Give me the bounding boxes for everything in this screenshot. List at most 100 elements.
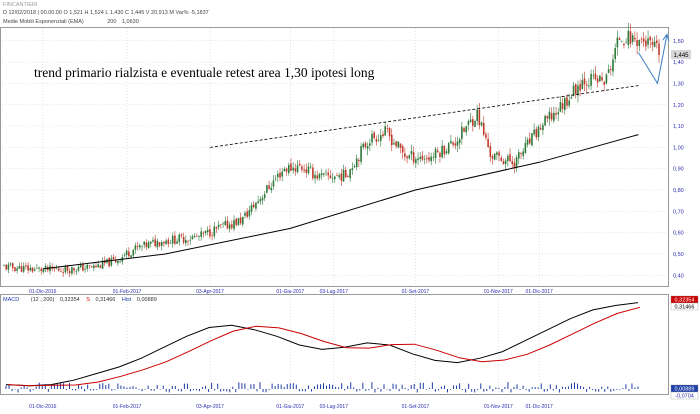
candle-body (79, 264, 82, 268)
candle-body (305, 169, 308, 173)
candle-body (331, 178, 334, 180)
candle-body (574, 84, 577, 95)
candle-body (463, 128, 465, 132)
candle-body (38, 267, 40, 269)
candle-body (371, 133, 373, 143)
price-tick-label: 0,40 (673, 273, 684, 279)
candle-body (447, 143, 450, 154)
candle-body (614, 48, 616, 59)
candle-body (629, 31, 632, 44)
candle-body (20, 266, 23, 272)
current-price-tag: 1,445 (671, 50, 691, 59)
candle-body (75, 271, 78, 273)
candle-body (329, 175, 332, 179)
candle-body (423, 159, 426, 160)
candle-body (515, 157, 518, 168)
candle-body (533, 129, 535, 135)
candle-body (5, 264, 7, 270)
candle-body (270, 187, 273, 191)
candle-body (631, 35, 634, 42)
candle-body (471, 119, 474, 126)
candle-body (386, 128, 389, 129)
price-tick-label: 1,50 (673, 39, 684, 45)
candle-body (548, 111, 551, 120)
macd-signal-value: 0,31466 (95, 297, 116, 303)
candle-body (189, 239, 192, 241)
candle-body (474, 120, 476, 127)
price-tick-label: 0,70 (673, 209, 684, 215)
candle-body (550, 113, 553, 120)
candle-body (246, 211, 248, 217)
candle-body (599, 75, 601, 82)
candle-body (68, 271, 71, 274)
candle-body (588, 85, 590, 87)
candle-body (553, 112, 555, 121)
candle-body (44, 266, 47, 270)
candle-body (226, 220, 229, 229)
candle-body (211, 235, 213, 237)
candle-body (309, 166, 312, 168)
candle-body (625, 42, 627, 44)
candle-body (362, 143, 365, 148)
candle-body (542, 124, 544, 131)
candle-body (537, 126, 540, 138)
price-tick-label: 1,30 (673, 81, 684, 87)
candle-body (307, 166, 310, 174)
candle-body (491, 156, 494, 159)
candle-body (316, 175, 319, 179)
candle-body (441, 145, 443, 158)
candle-body (509, 154, 511, 162)
candle-body (638, 39, 641, 46)
price-tick-label: 0,80 (673, 188, 684, 194)
candle-body (570, 97, 573, 99)
candle-body (97, 264, 99, 268)
date-label: 03-Lug-2017 (320, 404, 349, 410)
candle-body (53, 268, 56, 270)
candle-body (634, 37, 636, 40)
candle-body (206, 229, 209, 233)
ohlc-info: D 12/02/2018 | 00.00.00 O 1,521 H 1,524 … (3, 10, 209, 16)
candle-body (410, 150, 413, 155)
price-panel-frame (0, 27, 669, 287)
candle-body (653, 41, 656, 48)
candle-body (452, 142, 454, 145)
candle-body (498, 152, 500, 156)
candle-body (287, 165, 290, 174)
candle-body (318, 173, 321, 179)
candle-body (338, 175, 340, 178)
candle-body (156, 240, 159, 248)
candle-body (117, 260, 119, 264)
candle-body (581, 80, 584, 89)
date-label: 01-Dic-2017 (526, 289, 553, 295)
candle-body (564, 98, 566, 110)
date-label: 01-Dic-2016 (29, 289, 56, 295)
candle-body (125, 250, 128, 256)
candle-body (450, 140, 452, 144)
candle-body (163, 241, 165, 244)
candle-body (340, 173, 343, 181)
candle-body (524, 143, 527, 153)
candle-body (436, 150, 439, 153)
candle-body (434, 148, 437, 159)
candle-body (132, 249, 135, 256)
candlesticks (3, 22, 660, 278)
candle-body (482, 122, 485, 135)
candle-body (401, 146, 404, 153)
candle-body (596, 78, 599, 83)
date-label: 01-Set-2017 (402, 404, 430, 410)
candle-body (191, 236, 194, 240)
macd-panel-frame (0, 294, 669, 395)
candle-body (200, 231, 202, 237)
date-label: 01-Nov-2017 (484, 289, 513, 295)
candle-body (408, 155, 411, 159)
candle-body (465, 126, 468, 133)
candle-body (397, 141, 400, 148)
candle-body (647, 38, 649, 45)
candle-body (360, 146, 362, 162)
date-label: 01-Dic-2016 (29, 404, 56, 410)
candle-body (193, 236, 196, 238)
date-label: 01-Dic-2017 (526, 404, 553, 410)
candle-body (277, 173, 279, 178)
candle-body (110, 258, 113, 266)
candle-body (18, 266, 21, 269)
